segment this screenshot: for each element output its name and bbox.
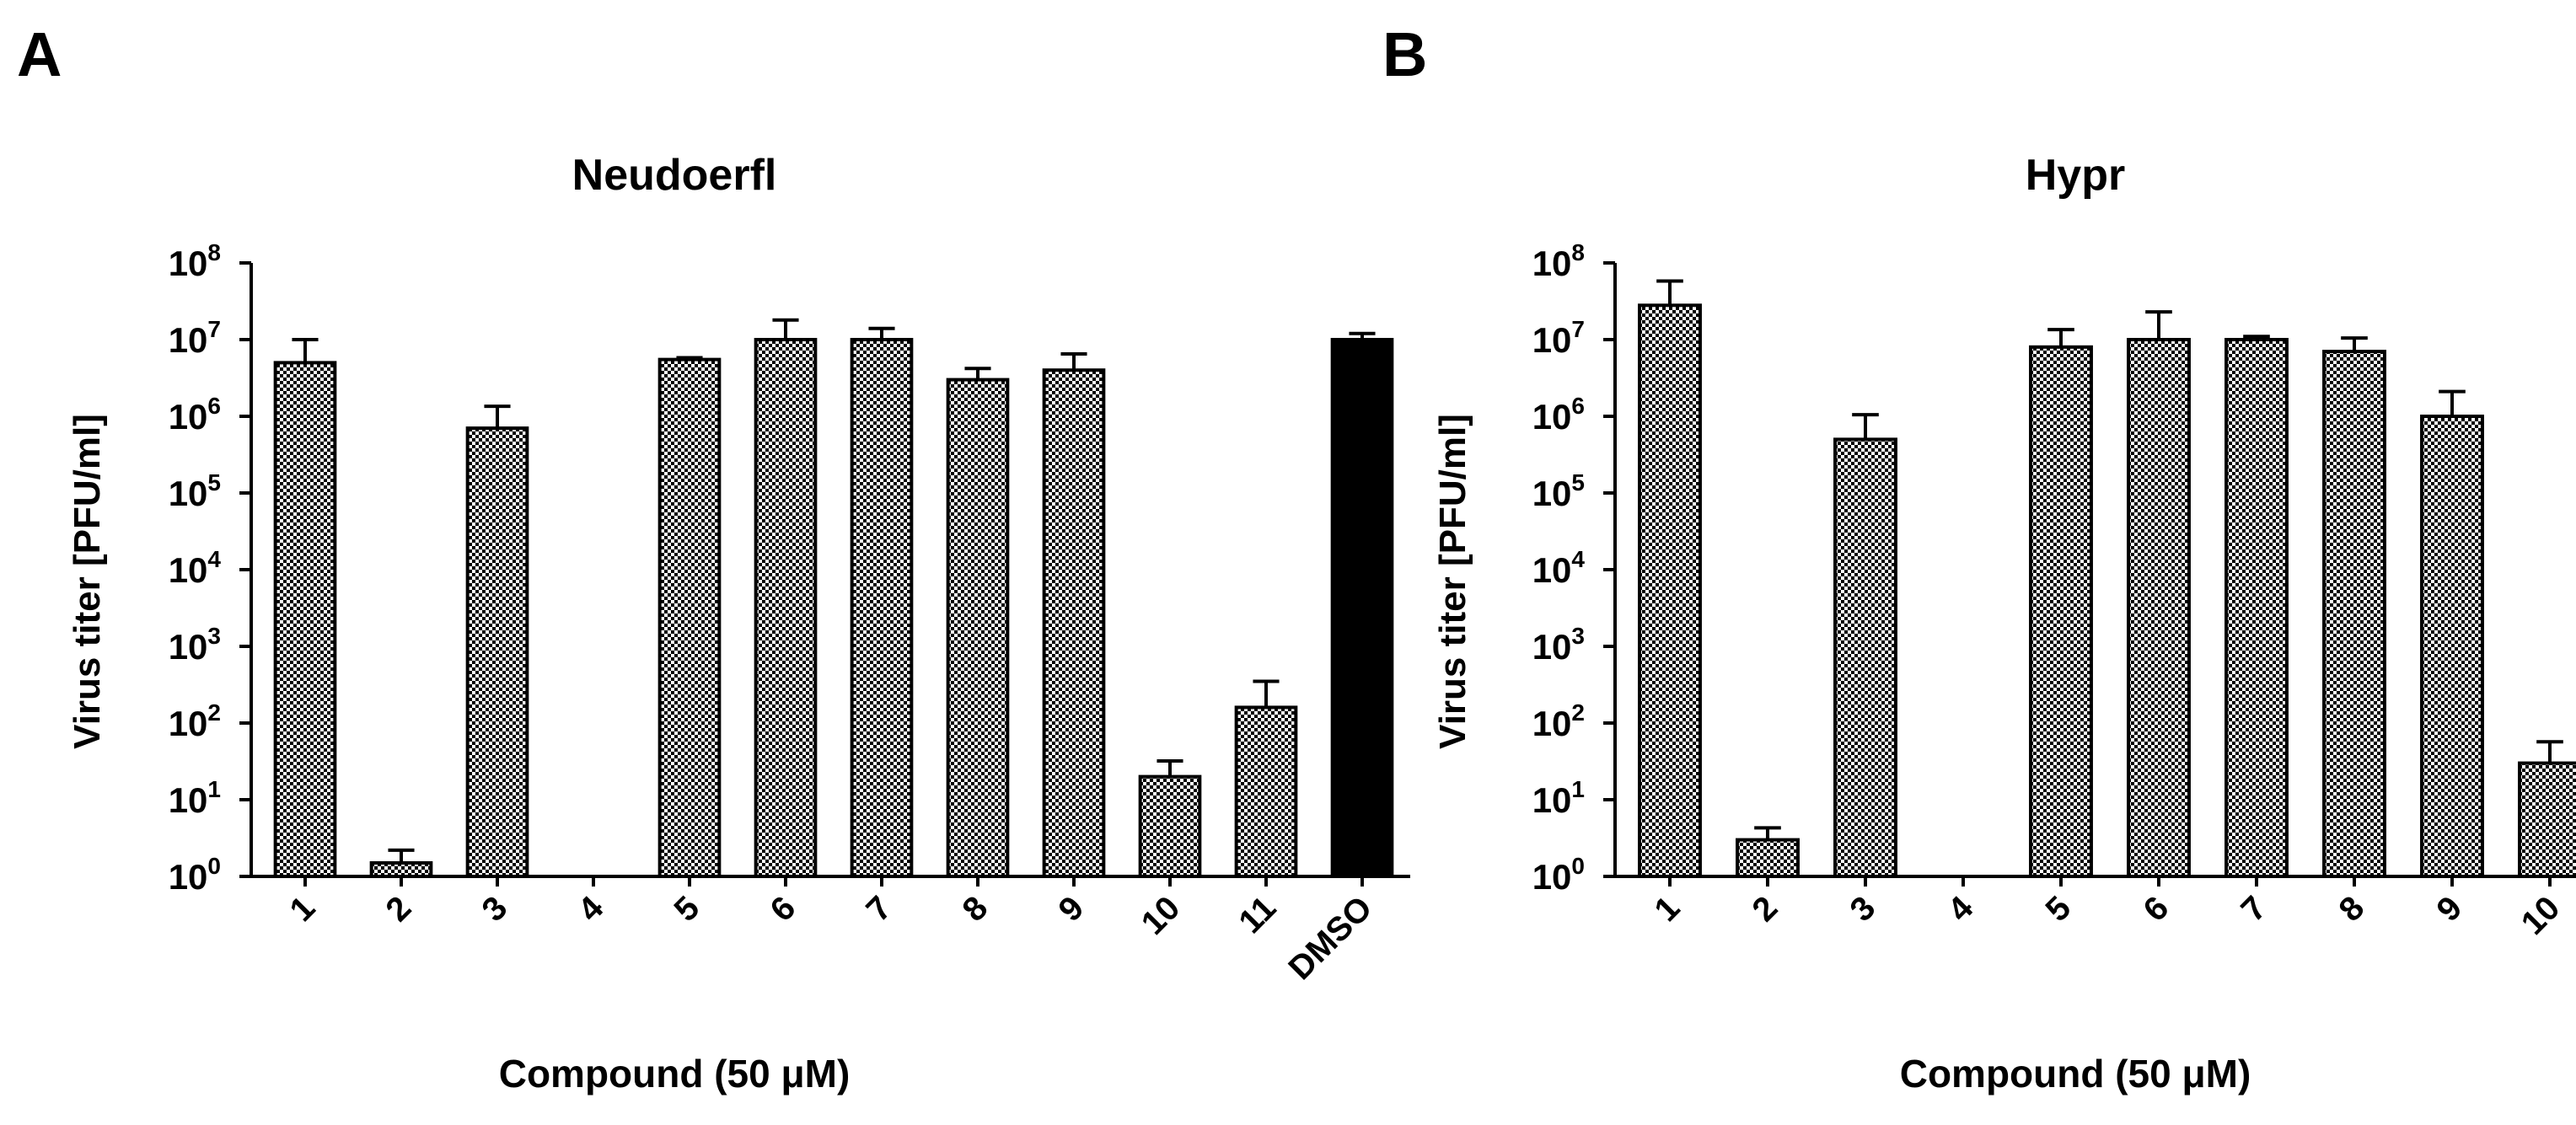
y-axis-label: Virus titer [PFU/ml] — [67, 414, 108, 749]
y-tick-label: 108 — [1532, 239, 1585, 283]
plot-area: 100 101 102 103 104 105 106 107 108 1 2 3 4 5 6 7 8 9 10 11… — [169, 239, 1410, 987]
y-tick-label: 103 — [1532, 623, 1585, 667]
panel-label: A — [17, 19, 62, 89]
plot-area: 1001011021031041051061071081234567891011… — [1532, 239, 2576, 942]
y-tick-label: 106 — [169, 393, 221, 437]
bar — [850, 338, 914, 878]
bar — [657, 357, 722, 878]
y-tick-label: 102 — [169, 699, 221, 743]
x-tick-label: 5 — [2039, 889, 2079, 929]
x-tick-label: 1 — [1648, 889, 1688, 929]
bar — [1138, 774, 1202, 878]
x-tick-label: 3 — [1843, 889, 1883, 929]
x-tick-label: 7 — [2235, 889, 2274, 929]
y-tick-label: 108 — [169, 239, 221, 283]
y-tick-label: 104 — [1532, 546, 1586, 590]
x-tick-label: 11 — [1232, 889, 1283, 940]
x-tick-label: 10 — [2514, 889, 2568, 942]
y-tick-label: 103 — [169, 623, 221, 667]
panel-a: A Neudoerfl Virus titer [PFU/ml] Compoun… — [17, 19, 1410, 1096]
bar — [2127, 338, 2191, 878]
y-tick-label: 104 — [169, 546, 222, 590]
x-tick-label: 6 — [764, 889, 803, 929]
bar — [1736, 838, 1800, 879]
bar — [1833, 437, 1897, 878]
bar — [2420, 415, 2484, 878]
y-axis-label: Virus titer [PFU/ml] — [1432, 414, 1473, 749]
x-tick-label: 9 — [2430, 889, 2470, 929]
panel-b: B Hypr Virus titer [PFU/ml] Compound (50… — [1382, 19, 2576, 1096]
y-tick-label: 105 — [169, 469, 221, 513]
x-tick-label: 3 — [475, 889, 515, 929]
y-tick-label: 102 — [1532, 699, 1585, 743]
y-tick-label: 105 — [1532, 469, 1585, 513]
x-tick-label: 4 — [1941, 889, 1981, 929]
x-tick-label: 8 — [956, 889, 996, 929]
bar — [1638, 303, 1702, 879]
bar — [1234, 705, 1298, 879]
x-tick-label: 6 — [2137, 889, 2176, 929]
chart-title: Neudoerfl — [572, 151, 777, 200]
bar — [369, 860, 433, 879]
x-axis-label: Compound (50 μM) — [1900, 1052, 2251, 1096]
x-tick-label: 7 — [860, 889, 899, 929]
y-tick-label: 106 — [1532, 393, 1585, 437]
bar — [1042, 368, 1106, 879]
y-tick-label: 100 — [169, 853, 221, 897]
x-axis-label: Compound (50 μM) — [499, 1052, 851, 1096]
y-tick-label: 100 — [1532, 853, 1585, 897]
x-tick-label: 2 — [1746, 889, 1785, 929]
bar — [2322, 350, 2386, 878]
y-tick-label: 107 — [1532, 316, 1585, 360]
bar — [946, 378, 1010, 878]
bar — [2029, 345, 2093, 879]
x-tick-label: 5 — [668, 889, 707, 929]
x-tick-label: 1 — [283, 889, 323, 929]
control-bar — [1330, 338, 1394, 878]
x-tick-label: 4 — [572, 889, 611, 929]
y-tick-label: 101 — [169, 776, 221, 820]
x-tick-label: 2 — [379, 889, 419, 929]
bar — [2518, 761, 2576, 878]
x-tick-label: 10 — [1135, 889, 1188, 942]
x-tick-label: DMSO — [1281, 889, 1379, 987]
bar — [273, 361, 337, 878]
panel-label: B — [1382, 19, 1427, 89]
chart-title: Hypr — [2026, 151, 2125, 200]
y-tick-label: 101 — [1532, 776, 1585, 820]
x-tick-label: 9 — [1052, 889, 1092, 929]
bar — [754, 338, 818, 878]
bar — [465, 426, 529, 878]
x-tick-label: 8 — [2332, 889, 2372, 929]
bar — [2224, 338, 2289, 878]
y-tick-label: 107 — [169, 316, 221, 360]
